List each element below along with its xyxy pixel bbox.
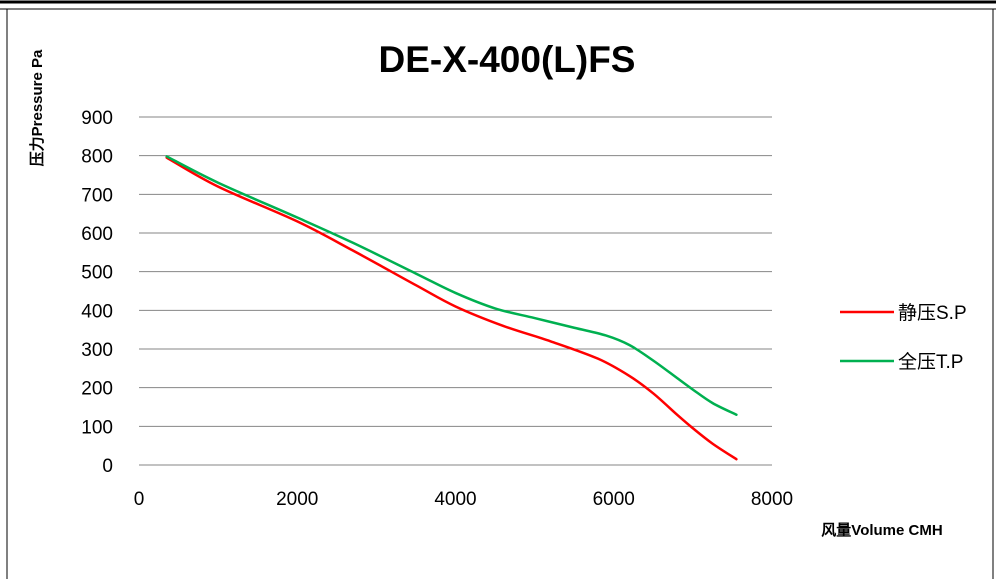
y-tick-label: 100: [81, 417, 113, 438]
x-tick-label: 2000: [276, 489, 318, 510]
y-axis-ticks: 0 100 200 300 400 500 600 700 800 900: [81, 108, 113, 477]
gridlines: [139, 116, 772, 466]
legend-label: 全压T.P: [898, 351, 963, 373]
y-tick-label: 900: [81, 108, 113, 129]
series-line-total-pressure: [165, 155, 738, 416]
y-tick-label: 300: [81, 340, 113, 361]
legend: 静压S.P 全压T.P: [840, 302, 967, 373]
y-tick-label: 800: [81, 147, 113, 168]
chart-title: DE-X-400(L)FS: [379, 39, 636, 80]
y-axis-label: 压力Pressure Pa: [28, 49, 46, 166]
y-tick-label: 0: [102, 456, 113, 477]
y-tick-label: 400: [81, 301, 113, 322]
x-tick-label: 4000: [434, 489, 476, 510]
x-tick-label: 8000: [751, 489, 793, 510]
y-tick-label: 200: [81, 379, 113, 400]
y-tick-label: 700: [81, 185, 113, 206]
x-axis-ticks: 0 2000 4000 6000 8000: [134, 489, 793, 510]
series-lines: [165, 155, 738, 461]
series-line-static-pressure: [165, 156, 738, 461]
legend-label: 静压S.P: [898, 302, 967, 324]
x-tick-label: 0: [134, 489, 145, 510]
x-tick-label: 6000: [593, 489, 635, 510]
x-axis-label: 风量Volume CMH: [821, 522, 942, 539]
y-tick-label: 600: [81, 224, 113, 245]
y-tick-label: 500: [81, 263, 113, 284]
